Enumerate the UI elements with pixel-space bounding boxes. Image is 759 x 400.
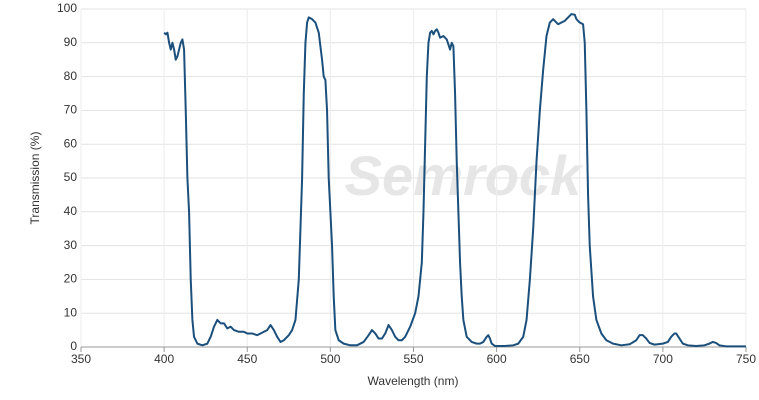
y-tick-label: 10 (64, 305, 78, 319)
x-tick-label: 750 (736, 352, 756, 366)
y-axis-title: Transmission (%) (28, 132, 42, 225)
x-tick-label: 600 (487, 352, 507, 366)
y-tick-label: 70 (64, 103, 78, 117)
y-tick-label: 60 (64, 136, 78, 150)
y-tick-label: 90 (64, 35, 78, 49)
x-tick-label: 350 (71, 352, 91, 366)
x-tick-label: 500 (320, 352, 340, 366)
y-tick-label: 50 (64, 170, 78, 184)
x-tick-label: 450 (237, 352, 257, 366)
watermark: Semrock (345, 144, 584, 207)
y-tick-label: 40 (64, 204, 78, 218)
x-tick-label: 700 (653, 352, 673, 366)
x-tick-label: 650 (570, 352, 590, 366)
y-tick-label: 80 (64, 69, 78, 83)
x-axis-title: Wavelength (nm) (368, 374, 459, 388)
x-tick-label: 400 (154, 352, 174, 366)
x-tick-label: 550 (403, 352, 423, 366)
data-line (163, 13, 746, 348)
y-tick-label: 30 (64, 238, 78, 252)
y-tick-label: 0 (70, 339, 77, 353)
y-tick-label: 100 (57, 1, 77, 15)
y-tick-label: 20 (64, 272, 78, 286)
